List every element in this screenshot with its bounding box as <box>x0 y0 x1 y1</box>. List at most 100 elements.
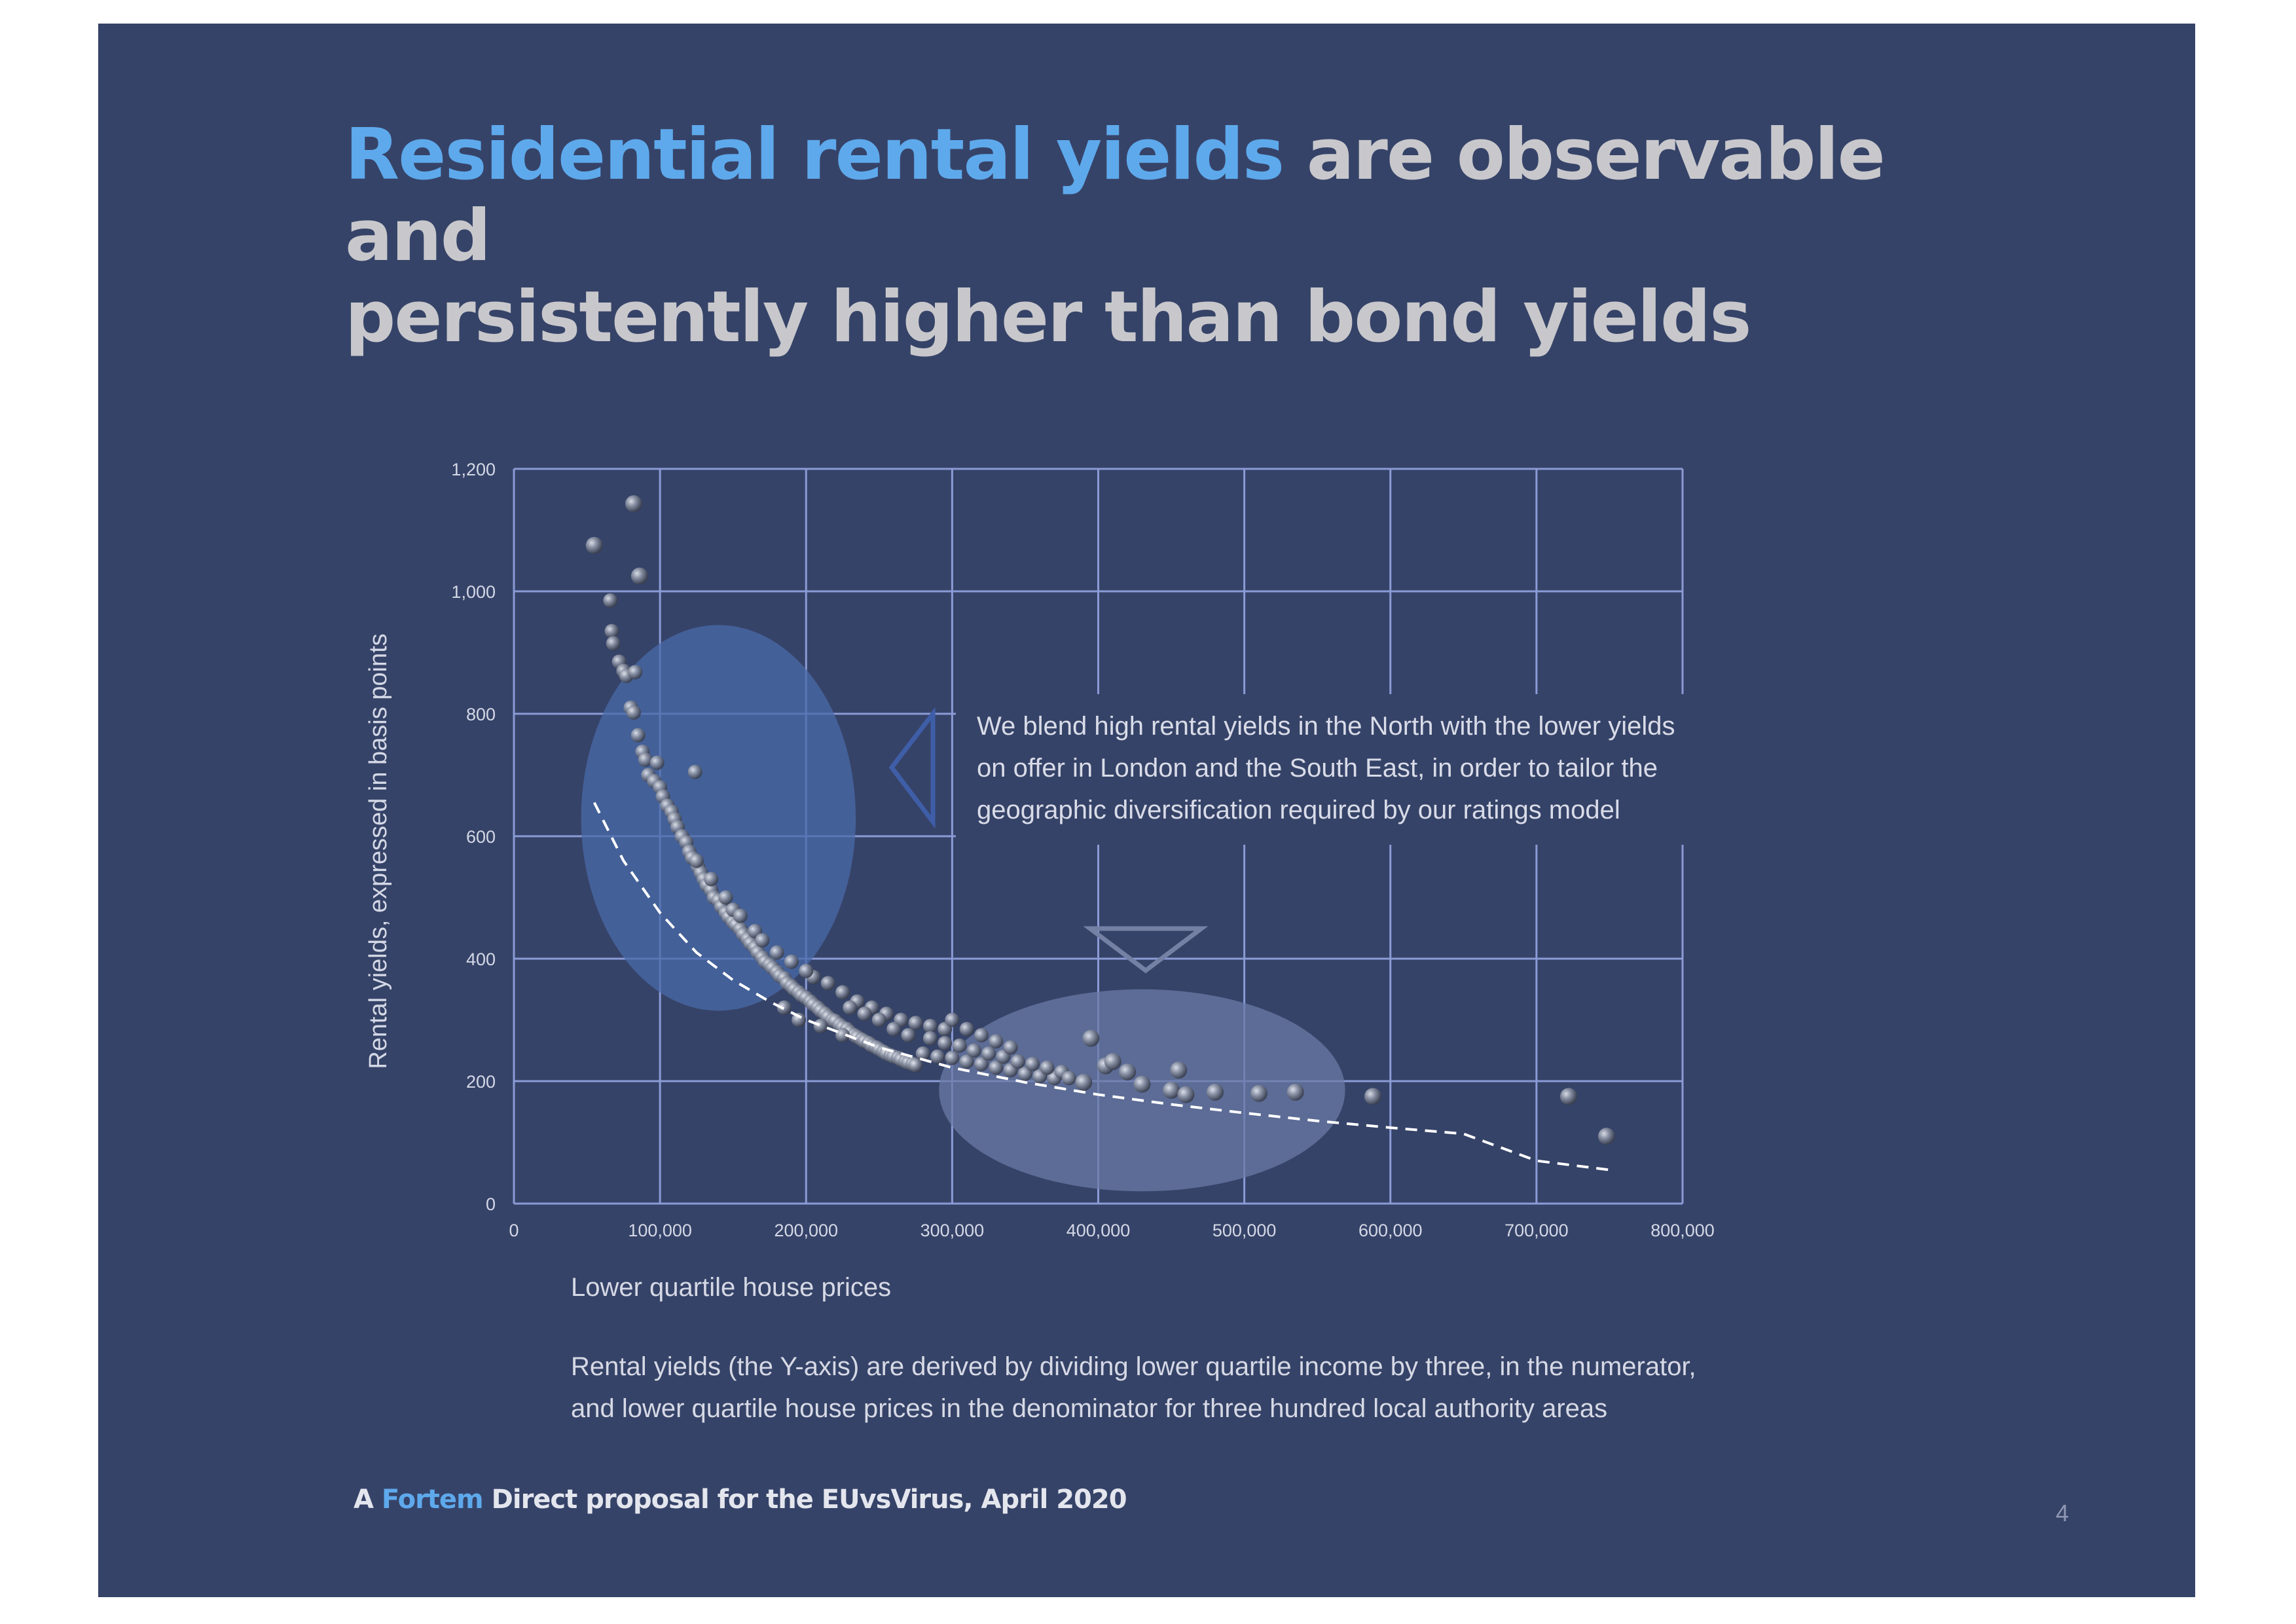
data-point-142 <box>1082 1029 1100 1047</box>
callout-line-1: We blend high rental yields in the North… <box>977 712 1675 741</box>
page-title: Residential rental yields are observable… <box>345 115 1916 358</box>
data-point-107 <box>718 890 733 905</box>
x-tick-label-0: 0 <box>509 1221 519 1240</box>
data-point-139 <box>843 1000 858 1015</box>
title-line-2: persistently higher than bond yields <box>345 276 1751 358</box>
x-tick-label-8: 800,000 <box>1650 1221 1715 1240</box>
data-point-151 <box>1250 1084 1267 1102</box>
data-point-1 <box>625 495 642 513</box>
y-tick-label-3: 600 <box>466 827 496 847</box>
data-point-137 <box>871 1012 886 1027</box>
data-point-140 <box>1061 1071 1076 1086</box>
data-point-9 <box>628 665 643 680</box>
callout-line-3: geographic diversification required by o… <box>977 796 1620 824</box>
data-point-148 <box>1170 1061 1188 1079</box>
x-axis-title: Lower quartile house prices <box>571 1273 892 1302</box>
data-point-147 <box>1163 1082 1180 1099</box>
trendline-group <box>592 802 1610 1172</box>
title-rest: are observable and <box>345 114 1886 277</box>
x-tick-label-1: 100,000 <box>628 1221 692 1240</box>
data-point-2 <box>630 567 648 585</box>
data-point-114 <box>974 1056 989 1071</box>
note-line-1: Rental yields (the Y-axis) are derived b… <box>571 1352 1696 1381</box>
y-axis-title: Rental yields, expressed in basis points <box>365 633 392 1069</box>
y-tick-label-4: 800 <box>466 705 496 724</box>
data-point-131 <box>959 1022 974 1037</box>
footer-suffix: Direct proposal for the EUvsVirus, April… <box>483 1485 1127 1515</box>
data-point-113 <box>959 1054 974 1069</box>
data-point-17 <box>649 755 665 770</box>
data-point-127 <box>1025 1056 1040 1071</box>
callout-arrow-left <box>888 707 936 829</box>
data-point-154 <box>1559 1088 1577 1105</box>
data-point-3 <box>603 593 618 608</box>
trendline <box>592 802 1610 1172</box>
data-point-150 <box>1207 1083 1224 1101</box>
data-point-115 <box>989 1060 1004 1075</box>
data-point-133 <box>989 1034 1004 1049</box>
data-point-111 <box>930 1049 945 1064</box>
data-point-122 <box>952 1038 967 1053</box>
data-point-152 <box>1286 1083 1304 1101</box>
data-point-97 <box>908 1016 923 1031</box>
x-tick-label-7: 700,000 <box>1504 1221 1569 1240</box>
data-point-0 <box>585 536 603 554</box>
data-point-134 <box>1003 1040 1018 1055</box>
y-tick-label-2: 400 <box>466 950 496 969</box>
data-point-155 <box>1597 1128 1615 1145</box>
y-tick-label-6: 1,200 <box>451 460 496 479</box>
data-point-5 <box>606 636 621 651</box>
data-point-91 <box>820 976 835 991</box>
data-point-126 <box>1010 1054 1025 1069</box>
data-point-149 <box>1177 1086 1195 1103</box>
data-point-153 <box>1364 1088 1381 1105</box>
note-line-2: and lower quartile house prices in the d… <box>571 1394 1608 1423</box>
x-tick-label-3: 300,000 <box>920 1221 985 1240</box>
data-point-132 <box>974 1027 989 1043</box>
data-point-109 <box>689 853 704 868</box>
callout-arrow-down <box>1083 926 1209 974</box>
x-tick-label-4: 400,000 <box>1066 1221 1131 1240</box>
data-point-101 <box>784 954 799 969</box>
data-point-12 <box>630 728 646 743</box>
data-point-100 <box>769 945 784 960</box>
callout-line-2: on offer in London and the South East, i… <box>977 754 1658 783</box>
data-points <box>585 495 1615 1145</box>
callout-box <box>956 694 1741 845</box>
methodology-note: Rental yields (the Y-axis) are derived b… <box>571 1346 1815 1430</box>
data-point-110 <box>915 1046 930 1061</box>
title-highlight: Residential rental yields <box>345 114 1285 196</box>
footer-brand: Fortem <box>381 1485 484 1515</box>
x-tick-label-6: 600,000 <box>1358 1221 1423 1240</box>
data-point-135 <box>886 1022 902 1037</box>
data-point-112 <box>945 1050 960 1065</box>
data-point-146 <box>1133 1075 1151 1093</box>
y-tick-label-1: 200 <box>466 1072 496 1092</box>
y-tick-label-5: 1,000 <box>451 582 496 602</box>
data-point-144 <box>1104 1053 1121 1071</box>
page-number: 4 <box>2056 1500 2069 1526</box>
footer-prefix: A <box>354 1485 382 1515</box>
data-point-130 <box>945 1012 960 1027</box>
axis-ticks: 0 100,000 200,000 300,000 400,000 500,000 600,… <box>451 460 1714 1240</box>
data-point-159 <box>835 1027 850 1043</box>
x-tick-label-2: 200,000 <box>774 1221 838 1240</box>
data-point-14 <box>638 752 653 767</box>
data-point-92 <box>835 985 850 1000</box>
highlight-region-0 <box>581 625 856 1011</box>
data-point-138 <box>857 1006 872 1022</box>
data-point-11 <box>626 705 641 720</box>
data-point-157 <box>792 1012 807 1027</box>
data-point-106 <box>733 908 748 923</box>
data-point-141 <box>1075 1073 1093 1091</box>
data-point-98 <box>922 1018 938 1033</box>
data-point-89 <box>908 1058 923 1073</box>
data-point-136 <box>901 1027 916 1043</box>
data-point-158 <box>813 1018 828 1033</box>
data-point-104 <box>755 932 770 948</box>
footer: A Fortem Direct proposal for the EUvsVir… <box>354 1485 1127 1515</box>
x-tick-label-5: 500,000 <box>1212 1221 1277 1240</box>
data-point-4 <box>604 623 619 638</box>
data-point-128 <box>1040 1060 1055 1075</box>
